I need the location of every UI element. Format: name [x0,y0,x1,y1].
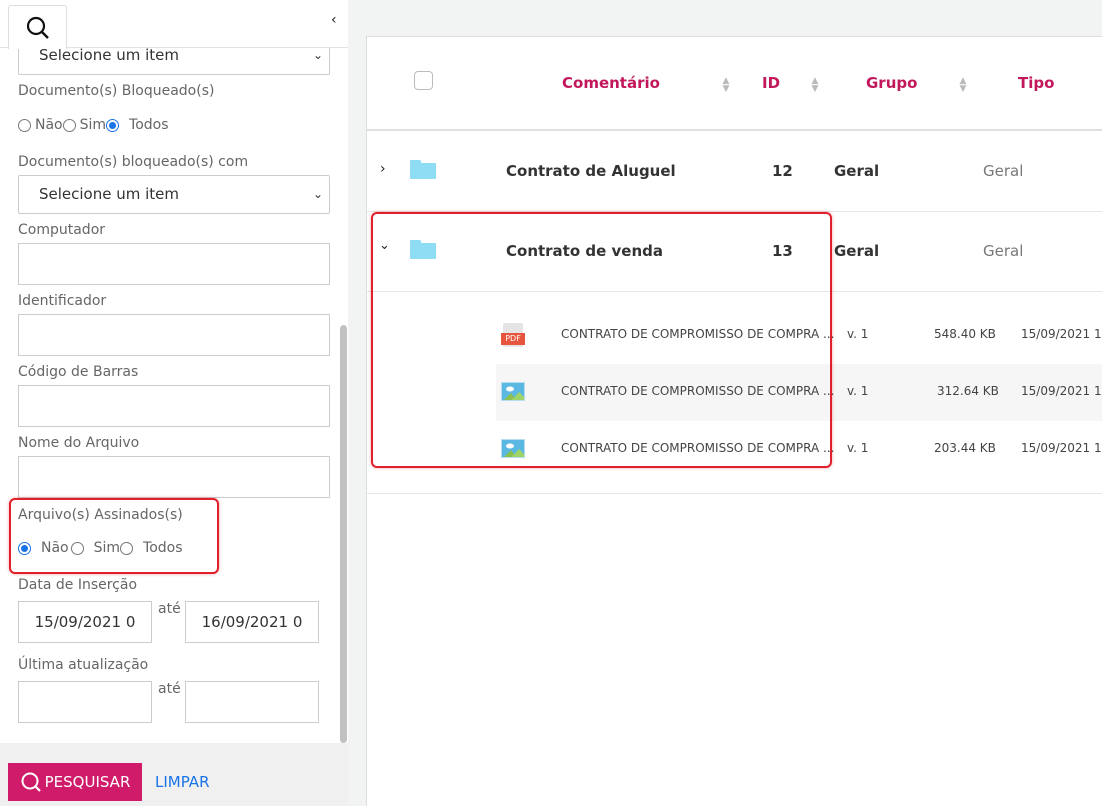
row-divider [367,211,1102,212]
folder-icon [410,160,436,179]
barcode-input[interactable] [18,385,330,427]
select-value: Selecione um item [39,46,180,64]
search-button-label: PESQUISAR [44,773,131,791]
until-label: até [158,681,181,697]
radio-label: Sim [93,540,121,556]
radio-signed-todos[interactable] [120,541,134,555]
blocked-label: Documento(s) Bloqueado(s) [18,83,215,99]
header-divider [367,129,1102,131]
radio-signed-nao[interactable] [18,541,31,555]
child-date: 15/09/2021 11 [1021,441,1102,455]
column-header-id[interactable]: ID [762,74,781,92]
chevron-down-icon: ⌄ [312,48,323,62]
column-header-comentario[interactable]: Comentário [562,74,660,92]
radio-label: Todos [129,117,169,133]
child-size: 312.64 KB [937,384,999,398]
child-row-bg [496,364,1102,421]
computer-input[interactable] [18,243,330,285]
image-icon [501,382,525,401]
select-all-checkbox[interactable] [414,71,433,90]
filename-input[interactable] [18,456,330,498]
filename-label: Nome do Arquivo [18,435,140,451]
pdf-icon-label: PDF [501,333,525,345]
child-name[interactable]: CONTRATO DE COMPROMISSO DE COMPRA ... [561,327,835,341]
chevron-down-icon[interactable]: ⌄ [379,238,390,253]
child-version: v. 1 [847,327,869,341]
radio-blocked-todos[interactable] [106,118,120,132]
row-type: Geral [983,242,1024,260]
child-date: 15/09/2021 12 [1021,327,1102,341]
sidebar-scrollbar[interactable] [340,325,347,743]
chevron-left-icon[interactable]: ‹ [331,12,337,28]
child-version: v. 1 [847,384,869,398]
blocked-radio-group: Não Sim Todos [18,117,169,133]
radio-label: Sim [79,117,107,133]
radio-blocked-sim[interactable] [62,118,76,132]
child-date: 15/09/2021 11 [1021,384,1102,398]
child-name[interactable]: CONTRATO DE COMPROMISSO DE COMPRA ... [561,384,835,398]
child-size: 548.40 KB [934,327,996,341]
update-date-from[interactable] [18,681,152,723]
search-icon [21,772,41,792]
row-name[interactable]: Contrato de venda [506,242,664,260]
sort-icon[interactable]: ▲ ▼ [811,76,819,94]
insert-date-label: Data de Inserção [18,577,138,593]
chevron-down-icon: ⌄ [312,187,323,201]
column-header-grupo[interactable]: Grupo [866,74,918,92]
row-id: 12 [772,162,793,180]
radio-label: Todos [143,540,183,556]
blocked-with-select[interactable]: Selecione um item ⌄ [18,175,330,214]
signed-radio-group: Não Sim Todos [18,540,183,556]
chevron-right-icon[interactable]: › [380,161,386,177]
identifier-input[interactable] [18,314,330,356]
signed-label: Arquivo(s) Assinados(s) [18,507,183,523]
row-group: Geral [834,162,880,180]
insert-date-from[interactable]: 15/09/2021 0 [18,601,152,643]
search-icon [26,16,49,39]
radio-label: Não [41,540,69,556]
results-table [366,36,1102,806]
child-version: v. 1 [847,441,869,455]
identifier-label: Identificador [18,293,107,309]
highlight-box-contract [371,212,832,468]
folder-icon [410,240,436,259]
row-group: Geral [834,242,880,260]
select-value: Selecione um item [39,185,180,203]
row-name[interactable]: Contrato de Aluguel [506,162,676,180]
barcode-label: Código de Barras [18,364,139,380]
blocked-with-label: Documento(s) bloqueado(s) com [18,154,249,170]
radio-signed-sim[interactable] [70,541,84,555]
until-label: até [158,601,181,617]
clear-button[interactable]: LIMPAR [155,773,210,791]
row-divider [367,291,1102,292]
child-name[interactable]: CONTRATO DE COMPROMISSO DE COMPRA ... [561,441,835,455]
radio-label: Não [35,117,63,133]
update-label: Última atualização [18,657,149,673]
radio-blocked-nao[interactable] [18,118,31,132]
column-header-tipo[interactable]: Tipo [1018,74,1055,92]
image-icon [501,439,525,458]
table-bottom-divider [367,493,1102,494]
insert-date-to[interactable]: 16/09/2021 0 [185,601,319,643]
tab-search[interactable] [8,5,67,49]
row-type: Geral [983,162,1024,180]
sort-icon[interactable]: ▲ ▼ [722,76,730,94]
computer-label: Computador [18,222,106,238]
row-id: 13 [772,242,793,260]
pdf-icon: PDF [501,323,525,347]
search-button[interactable]: PESQUISAR [8,763,142,801]
child-size: 203.44 KB [934,441,996,455]
sort-icon[interactable]: ▲ ▼ [959,76,967,94]
update-date-to[interactable] [185,681,319,723]
highlight-box-signed [9,498,219,574]
